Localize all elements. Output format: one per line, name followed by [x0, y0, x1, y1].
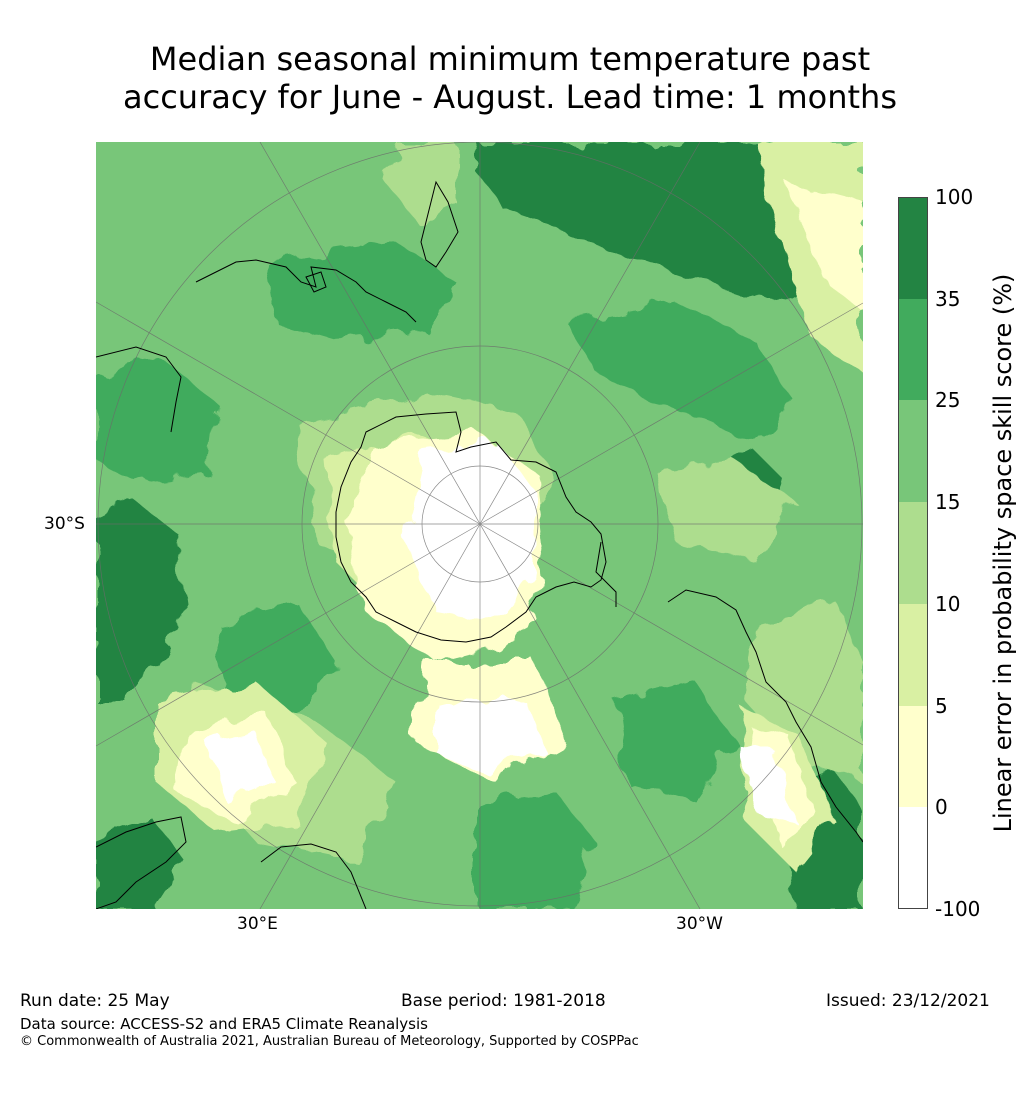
colorbar-bin: [898, 705, 928, 808]
colorbar-tick-label: 10: [935, 591, 961, 616]
madagascar-coast: [260, 843, 367, 909]
colorbar-frame: [898, 197, 928, 909]
data-source: Data source: ACCESS-S2 and ERA5 Climate …: [20, 1015, 428, 1033]
title-line-2: accuracy for June - August. Lead time: 1…: [123, 78, 897, 116]
colorbar-tick-label: 15: [935, 490, 961, 515]
antarctica-coast: [335, 411, 607, 643]
run-date: Run date: 25 May: [20, 991, 170, 1011]
lon-label-30e: 30°E: [237, 914, 278, 934]
copyright: © Commonwealth of Australia 2021, Austra…: [20, 1034, 639, 1049]
title-line-1: Median seasonal minimum temperature past: [149, 40, 871, 78]
australia-coast: [195, 259, 417, 323]
colorbar-title: Linear error in probability space skill …: [989, 273, 1017, 833]
map-svg: [96, 142, 863, 909]
australia-west-coast: [96, 346, 182, 433]
colorbar-tick-label: 5: [935, 693, 948, 718]
lon-label-30w: 30°W: [676, 914, 723, 934]
lat-label-30s: 30°S: [44, 514, 85, 534]
south-america-coast: [667, 589, 863, 843]
africa-coast: [96, 816, 187, 909]
colorbar: [898, 197, 928, 909]
coastlines: [96, 180, 863, 909]
peninsula-coast: [595, 541, 617, 607]
colorbar-bin: [898, 197, 928, 299]
new-zealand-coast: [420, 180, 459, 268]
colorbar-bin: [898, 400, 928, 503]
colorbar-bin: [898, 502, 928, 604]
colorbar-tick-label: 35: [935, 286, 961, 311]
skill-field: [96, 142, 863, 909]
colorbar-tick-label: 100: [935, 185, 974, 209]
colorbar-bin: [898, 807, 928, 909]
colorbar-bin: [898, 298, 928, 401]
colorbar-tick-label: -100: [935, 897, 981, 921]
colorbar-tick-label: 25: [935, 388, 961, 413]
graticule: [96, 142, 863, 909]
chart-title: Median seasonal minimum temperature past…: [0, 40, 1020, 116]
base-period: Base period: 1981-2018: [401, 991, 606, 1011]
colorbar-bin: [898, 603, 928, 706]
tasmania-coast: [305, 271, 327, 293]
issued-date: Issued: 23/12/2021: [826, 991, 990, 1011]
colorbar-tick-label: 0: [935, 795, 948, 820]
polar-map: [96, 142, 863, 909]
